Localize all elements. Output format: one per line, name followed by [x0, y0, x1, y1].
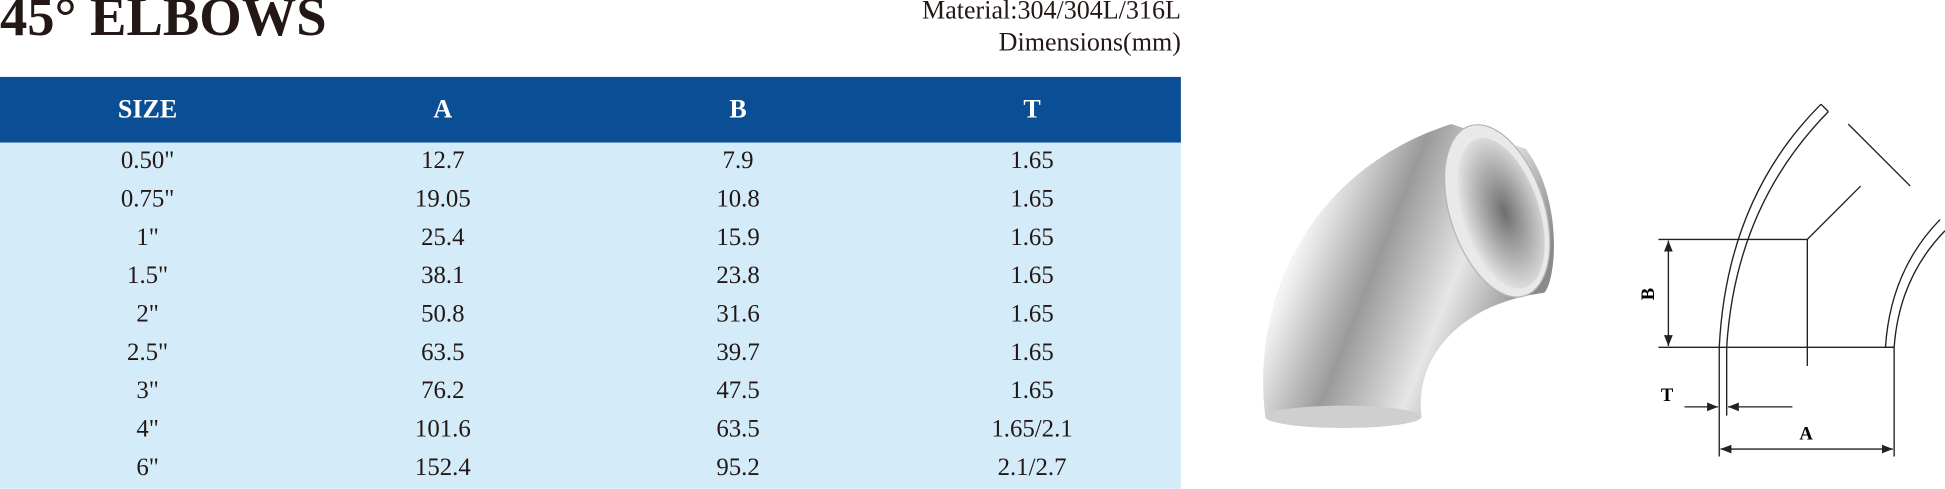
table-cell: 38.1	[421, 262, 464, 289]
table-cell: 2.5"	[127, 339, 168, 366]
table-cell: 1.5"	[127, 262, 168, 289]
table-cell: 25.4	[421, 224, 465, 251]
title: 45° ELBOWS	[0, 0, 327, 47]
table-cell: 0.50"	[121, 147, 175, 174]
table-cell: 31.6	[716, 301, 759, 328]
table-cell: 50.8	[421, 301, 464, 328]
table-cell: 95.2	[716, 454, 759, 481]
table-cell: 10.8	[716, 186, 759, 213]
table-cell: 1.65	[1010, 224, 1053, 251]
column-header: SIZE	[118, 95, 177, 124]
table-cell: 1.65	[1010, 147, 1053, 174]
column-header: T	[1023, 95, 1040, 124]
table-header	[0, 76, 1181, 143]
table-cell: 23.8	[716, 262, 759, 289]
label-b: B	[1638, 288, 1659, 300]
column-header: B	[729, 95, 746, 124]
table-cell: 76.2	[421, 377, 464, 404]
table-cell: 1.65	[1010, 377, 1053, 404]
table-cell: 3"	[136, 377, 159, 404]
table-cell: 101.6	[415, 416, 471, 443]
table-cell: 15.9	[716, 224, 759, 251]
table-cell: 152.4	[415, 454, 471, 481]
table-cell: 39.7	[716, 339, 759, 366]
table-cell: 7.9	[723, 147, 754, 174]
table-cell: 19.05	[415, 186, 471, 213]
table-cell: 47.5	[716, 377, 759, 404]
table-cell: 2"	[136, 301, 159, 328]
table-cell: 0.75"	[121, 186, 175, 213]
table-cell: 4"	[136, 416, 159, 443]
table-cell: 1.65	[1010, 339, 1053, 366]
table-cell: 1.65	[1010, 301, 1053, 328]
table-cell: 6"	[136, 454, 159, 481]
table-cell: 1"	[136, 224, 159, 251]
table-cell: 63.5	[716, 416, 759, 443]
dimensions: Dimensions(mm)	[999, 28, 1181, 57]
dimension-diagram: B T A	[1638, 103, 1945, 457]
table-cell: 12.7	[421, 147, 464, 174]
table-cell: 1.65/2.1	[991, 416, 1072, 443]
table-body	[0, 142, 1181, 489]
table-cell: 2.1/2.7	[998, 454, 1067, 481]
table-cell: 1.65	[1010, 186, 1053, 213]
column-header: A	[433, 95, 452, 124]
label-t: T	[1661, 385, 1674, 406]
material: Material:304/304L/316L	[922, 0, 1181, 24]
elbow-photo	[1263, 124, 1554, 428]
label-a: A	[1799, 424, 1813, 445]
table-cell: 1.65	[1010, 262, 1053, 289]
table-cell: 63.5	[421, 339, 464, 366]
